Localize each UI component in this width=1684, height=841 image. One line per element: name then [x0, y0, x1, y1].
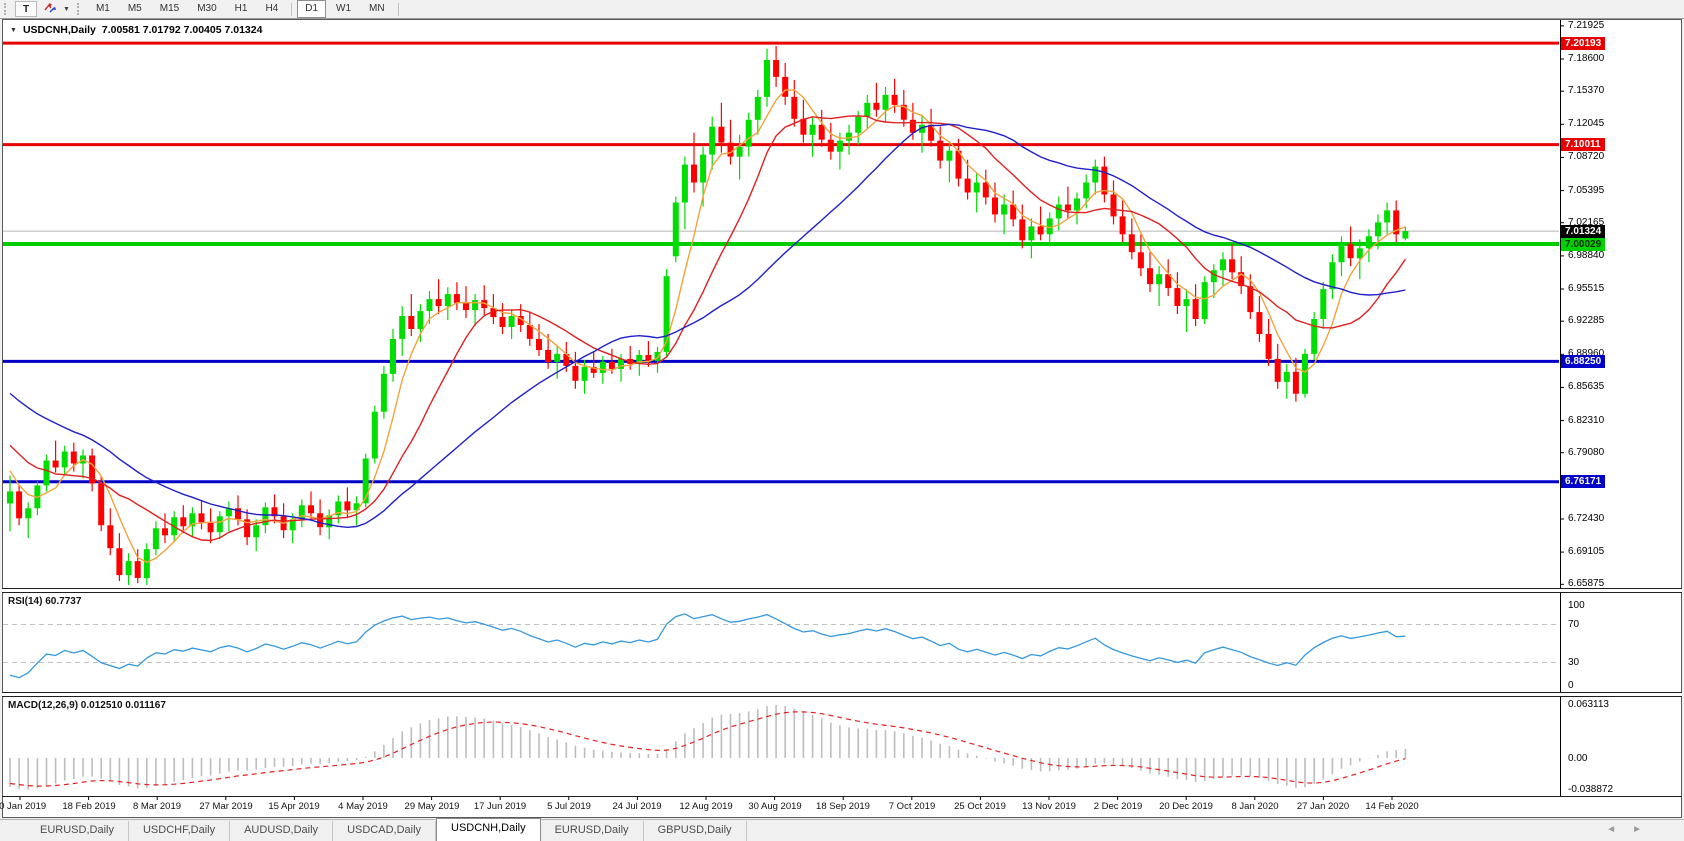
toolbar-grip-2[interactable] — [76, 3, 84, 15]
date-tick-label: 27 Mar 2019 — [199, 801, 253, 812]
timeframe-button-m30[interactable]: M30 — [197, 3, 217, 14]
symbol-tab-3-usdcad[interactable]: USDCAD,Daily — [333, 821, 437, 841]
rsi-indicator-label: RSI(14) 60.7737 — [8, 596, 82, 607]
timeframe-button-m5[interactable]: M5 — [127, 3, 142, 14]
tab-scroll-right-icon[interactable]: ► — [1632, 824, 1642, 835]
price-tick-label: 6.98840 — [1568, 250, 1605, 261]
date-tick-label: 7 Oct 2019 — [888, 801, 936, 812]
price-badge[interactable]: 7.01324 — [1561, 225, 1606, 238]
price-tick-label: 7.15370 — [1568, 85, 1605, 96]
date-tick-label: 18 Feb 2019 — [62, 801, 116, 812]
price-tick-label: 6.69105 — [1568, 546, 1605, 557]
symbol-tab-bar: EURUSD,Daily USDCHF,Daily AUDUSD,Daily USDC… — [0, 818, 1684, 841]
date-tick-label: 2 Dec 2019 — [1093, 801, 1143, 812]
price-tick-label: 7.08720 — [1568, 151, 1605, 162]
chevron-down-icon[interactable]: ▼ — [63, 5, 70, 13]
price-axis[interactable] — [1560, 20, 1682, 796]
rsi-tick-label: 0 — [1568, 680, 1574, 691]
chart-ohlc-values: 7.00581 7.01792 7.00405 7.01324 — [101, 24, 263, 36]
symbol-tab-0-eurusd[interactable]: EURUSD,Daily — [26, 821, 129, 841]
rsi-tick-label: 70 — [1568, 619, 1580, 630]
date-tick-label: 4 May 2019 — [338, 801, 388, 812]
date-tick-label: 13 Nov 2019 — [1022, 801, 1076, 812]
date-tick-label: 24 Jul 2019 — [612, 801, 662, 812]
price-badge[interactable]: 7.20193 — [1561, 37, 1606, 50]
macd-panel[interactable] — [3, 697, 1559, 796]
price-tick-label: 6.88960 — [1568, 348, 1605, 359]
rsi-panel[interactable] — [3, 593, 1559, 692]
macd-tick-label: 0.063113 — [1568, 699, 1609, 710]
date-tick-label: 30 Aug 2019 — [748, 801, 802, 812]
main-chart-area[interactable] — [3, 20, 1559, 588]
macd-tick-label: 0.00 — [1568, 753, 1588, 764]
timeframe-button-h1[interactable]: H1 — [234, 3, 248, 14]
toolbar-grip[interactable] — [4, 3, 11, 15]
price-tick-label: 6.92285 — [1568, 315, 1605, 326]
styler-icon — [43, 2, 57, 17]
chart-symbol-label: USDCNH,Daily — [22, 24, 96, 36]
rsi-tick-label: 30 — [1568, 657, 1580, 668]
date-axis-separator — [2, 796, 1682, 797]
timeframe-button-h4[interactable]: H4 — [265, 3, 279, 14]
price-tick-label: 7.05395 — [1568, 185, 1605, 196]
price-tick-label: 7.02165 — [1568, 217, 1605, 228]
text-tool-button[interactable]: T — [15, 1, 37, 17]
date-tick-label: 8 Jan 2020 — [1231, 801, 1279, 812]
date-tick-label: 14 Feb 2020 — [1365, 801, 1419, 812]
collapse-arrow-icon[interactable]: ▼ — [10, 26, 17, 34]
price-tick-label: 7.12045 — [1568, 118, 1605, 129]
price-badge[interactable]: 6.88250 — [1561, 355, 1606, 368]
tab-scroll-left-icon[interactable]: ◄ — [1606, 824, 1617, 835]
symbol-tab-5-eurusd[interactable]: EURUSD,Daily — [541, 821, 644, 841]
panel-separator[interactable] — [2, 588, 1682, 593]
symbol-tab-2-audusd[interactable]: AUDUSD,Daily — [230, 821, 334, 841]
price-badge[interactable]: 7.10011 — [1561, 138, 1605, 151]
date-tick-label: 20 Dec 2019 — [1159, 801, 1213, 812]
macd-indicator-label: MACD(12,26,9) 0.012510 0.011167 — [8, 700, 166, 711]
date-tick-label: 17 Jun 2019 — [473, 801, 527, 812]
date-tick-label: 5 Jul 2019 — [547, 801, 591, 812]
rsi-tick-label: 100 — [1568, 600, 1585, 611]
price-tick-label: 6.72430 — [1568, 513, 1605, 524]
price-tick-label: 7.18600 — [1568, 53, 1605, 64]
price-tick-label: 6.79080 — [1568, 447, 1605, 458]
date-tick-label: 25 Oct 2019 — [954, 801, 1006, 812]
price-badge[interactable]: 7.00029 — [1561, 238, 1606, 251]
date-tick-label: 8 Mar 2019 — [132, 801, 182, 812]
price-tick-label: 6.95515 — [1568, 283, 1605, 294]
date-tick-label: 30 Jan 2019 — [0, 801, 47, 812]
price-badge[interactable]: 6.76171 — [1561, 475, 1606, 488]
macd-tick-label: -0.038872 — [1568, 784, 1614, 795]
symbol-tab-1-usdchf[interactable]: USDCHF,Daily — [129, 821, 231, 841]
date-tick-label: 18 Sep 2019 — [816, 801, 870, 812]
date-tick-label: 27 Jan 2020 — [1296, 801, 1350, 812]
cursor-style-button[interactable] — [39, 1, 61, 17]
chart-title: ▼ USDCNH,Daily 7.00581 7.01792 7.00405 7… — [10, 24, 262, 36]
timeframe-group: M1 M5 M15 M30 H1 H4 D1 W1 MN — [87, 0, 403, 18]
date-tick-label: 15 Apr 2019 — [268, 801, 320, 812]
timeframe-button-w1[interactable]: W1 — [336, 3, 352, 14]
date-tick-label: 12 Aug 2019 — [679, 801, 733, 812]
timeframe-button-mn[interactable]: MN — [369, 3, 385, 14]
price-tick-label: 6.85635 — [1568, 381, 1605, 392]
price-tick-label: 7.21925 — [1568, 20, 1605, 31]
symbol-tab-4-usdcnh[interactable]: USDCNH,Daily — [436, 818, 541, 841]
timeframe-button-m15[interactable]: M15 — [159, 3, 180, 14]
timeframe-button-d1[interactable]: D1 — [297, 0, 327, 18]
toolbar: T ▼ M1 M5 M15 M30 H1 H4 D1 W1 MN — [0, 0, 1684, 19]
price-tick-label: 6.65875 — [1568, 578, 1605, 589]
date-tick-label: 29 May 2019 — [404, 801, 460, 812]
timeframe-button-m1[interactable]: M1 — [95, 3, 110, 14]
panel-separator[interactable] — [2, 692, 1682, 697]
price-tick-label: 6.82310 — [1568, 415, 1605, 426]
symbol-tab-6-gbpusd[interactable]: GBPUSD,Daily — [644, 821, 747, 841]
